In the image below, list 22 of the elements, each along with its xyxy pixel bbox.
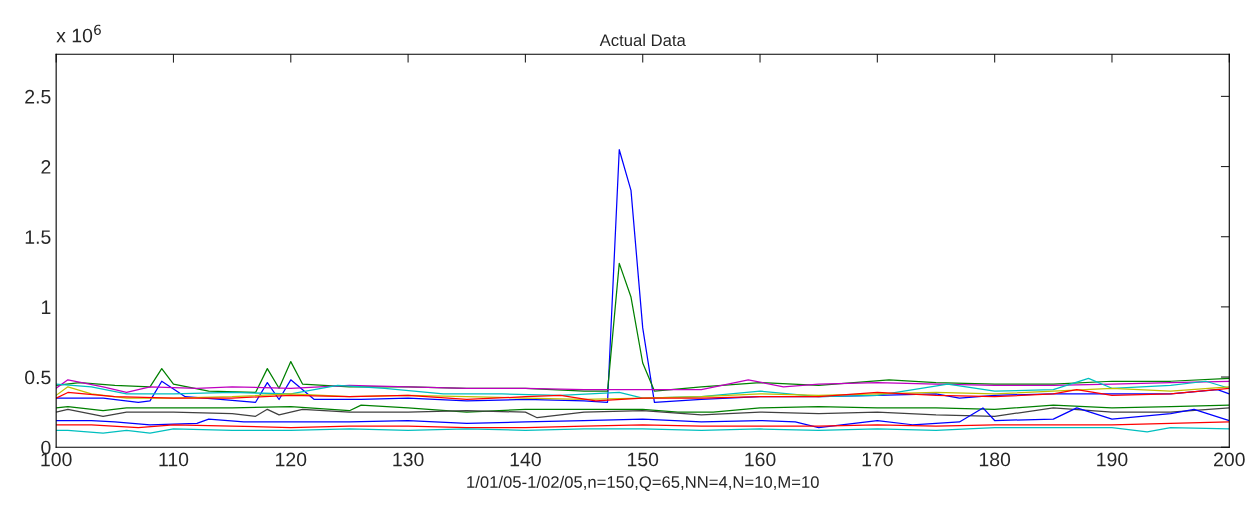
x-tick-label: 140 [510,452,541,467]
x-tick-label: 150 [627,452,659,467]
y-tick-label: 1.5 [25,230,51,244]
line-series [56,404,1230,413]
y-tick-label: 1 [41,300,51,314]
chart-title: Actual Data [599,33,686,47]
x-tick-label: 110 [159,452,189,467]
x-tick-label: 160 [745,452,776,467]
line-series [56,407,1230,429]
x-tick-label: 180 [979,452,1011,467]
x-axis-title: 1/01/05-1/02/05,n=150,Q=65,NN=4,N=10,M=10 [467,475,819,491]
line-series [56,379,1230,394]
text: x 10$^{6}$ [56,24,101,43]
y-tick-label: 0.5 [25,370,51,385]
x-tick-label: 190 [1097,452,1128,467]
line-series [56,407,1230,419]
x-tick-label: 120 [276,452,307,467]
x-tick-label: 200 [1214,452,1245,467]
x-tick-label: 170 [862,452,893,467]
y-tick-label: 2.5 [25,89,51,104]
y-tick-label: 2 [41,160,51,174]
x-tick-label: 130 [393,452,424,467]
